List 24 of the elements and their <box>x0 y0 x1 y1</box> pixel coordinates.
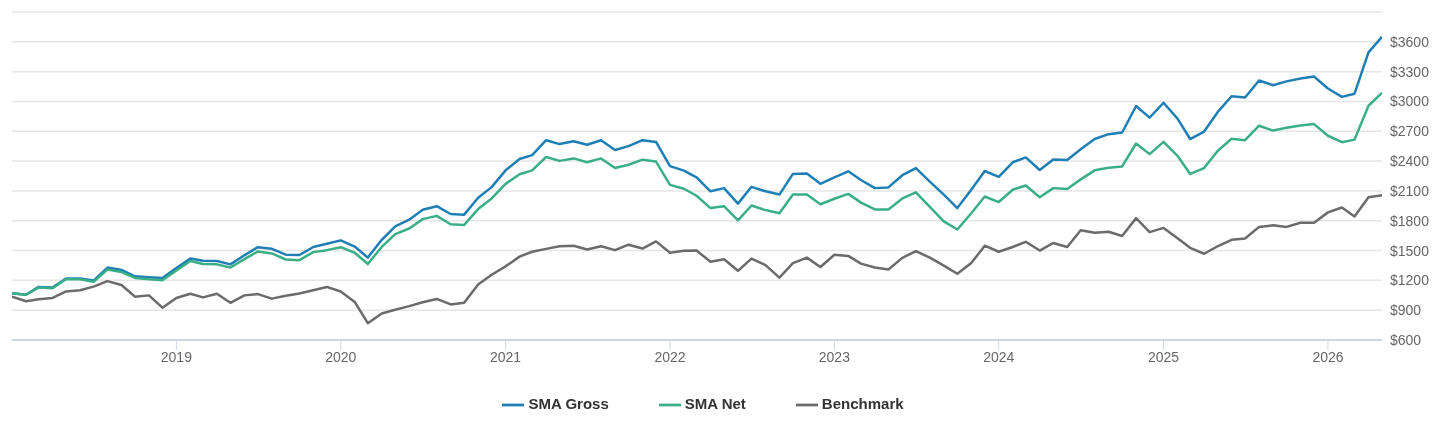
y-tick-label: $900 <box>1390 302 1422 319</box>
x-tick-label: 2020 <box>325 348 357 365</box>
y-tick-label: $3600 <box>1390 33 1430 50</box>
legend-label: SMA Net <box>684 394 746 412</box>
line-series <box>12 91 1382 297</box>
x-tick-label: 2021 <box>490 348 522 365</box>
x-tick-label: 2026 <box>1312 348 1344 365</box>
legend-label: Benchmark <box>821 394 904 412</box>
x-tick-label: 2023 <box>818 348 851 365</box>
y-tick-label: $2700 <box>1390 123 1430 140</box>
y-tick-label: $600 <box>1390 331 1422 348</box>
y-tick-label: $1200 <box>1390 272 1430 289</box>
legend-label: SMA Gross <box>528 394 609 412</box>
x-tick-label: 2022 <box>654 348 686 365</box>
y-tick-label: $2400 <box>1390 153 1430 170</box>
y-tick-label: $3000 <box>1390 93 1430 110</box>
y-tick-label: $3300 <box>1390 63 1430 80</box>
line-series <box>12 194 1382 325</box>
x-tick-label: 2024 <box>983 348 1015 365</box>
x-tick-label: 2019 <box>160 348 193 365</box>
x-tick-label: 2025 <box>1148 348 1180 365</box>
y-tick-label: $1500 <box>1390 242 1430 259</box>
y-tick-label: $1800 <box>1390 212 1430 229</box>
y-tick-label: $2100 <box>1390 182 1430 199</box>
